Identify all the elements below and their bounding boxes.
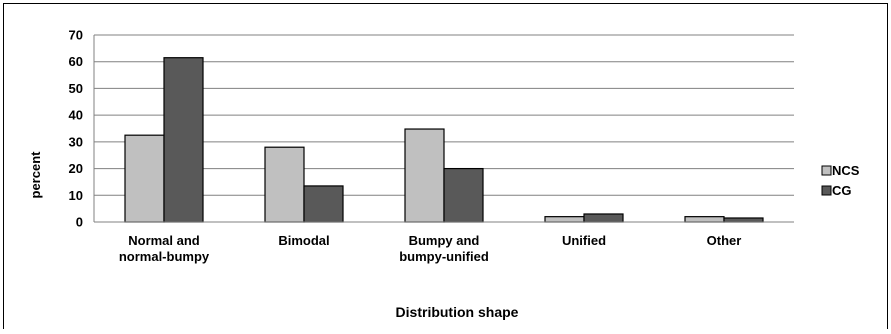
y-tick-label: 70 (69, 28, 83, 43)
bar-cg-4 (723, 217, 764, 223)
legend-swatch-ncs (821, 165, 832, 176)
y-tick-label: 30 (69, 134, 83, 149)
y-tick-label: 50 (69, 81, 83, 96)
x-tick-label: normal-bumpy (119, 249, 210, 264)
x-tick-label: Bumpy and (409, 233, 480, 248)
y-tick-label: 10 (69, 188, 83, 203)
x-tick-label: Bimodal (278, 233, 329, 248)
bar-ncs-3 (544, 216, 585, 223)
y-tick-label: 40 (69, 108, 83, 123)
legend-swatch-cg (821, 185, 832, 196)
bar-ncs-4 (684, 216, 725, 223)
bar-ncs-1 (264, 146, 305, 223)
bar-cg-2 (443, 167, 484, 223)
y-tick-label: 20 (69, 161, 83, 176)
bar-cg-3 (583, 213, 624, 223)
y-tick-label: 0 (76, 215, 83, 230)
bar-cg-0 (163, 57, 204, 223)
x-tick-label: Normal and (128, 233, 200, 248)
x-tick-label: bumpy-unified (399, 249, 489, 264)
legend: NCS CG (821, 163, 860, 198)
x-tick-label: Other (707, 233, 742, 248)
axes (93, 35, 794, 223)
y-tick-label: 60 (69, 54, 83, 69)
bar-ncs-0 (124, 134, 165, 223)
bars (124, 57, 764, 223)
legend-label-ncs: NCS (832, 163, 860, 178)
y-tick-labels: 0 10 20 30 40 50 60 70 (69, 28, 83, 230)
bar-cg-1 (303, 185, 344, 223)
x-tick-label: Unified (562, 233, 606, 248)
x-axis-label: Distribution shape (396, 304, 519, 320)
y-axis-label: percent (28, 151, 43, 199)
legend-label-cg: CG (832, 183, 852, 198)
bar-ncs-2 (404, 128, 445, 223)
